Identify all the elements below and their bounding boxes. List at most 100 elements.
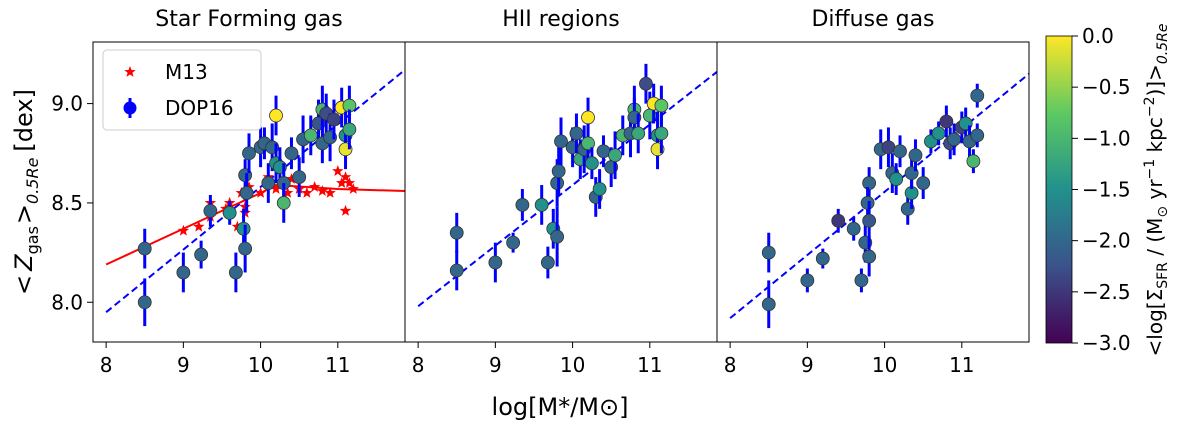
y-tick-label: 8.5	[51, 191, 83, 215]
data-point	[761, 297, 776, 312]
colorbar-label: <log[ΣSFR / (M⊙ yr−1 kpc−2)]>0.5Re	[1142, 24, 1171, 357]
data-point	[269, 108, 283, 123]
data-point	[908, 148, 923, 163]
x-tick-label: 11	[949, 353, 974, 377]
data-point	[631, 126, 646, 141]
data-point	[540, 255, 555, 270]
panel-title: Diffuse gas	[811, 7, 934, 32]
x-tick-label: 10	[248, 353, 273, 377]
y-label-part: <	[10, 275, 38, 295]
data-point	[596, 144, 611, 159]
x-tick-label: 11	[325, 353, 350, 377]
data-point	[893, 144, 907, 159]
x-tick-label: 8	[724, 353, 737, 377]
data-point	[881, 140, 896, 155]
data-point	[137, 295, 152, 310]
y-label-part: >	[10, 204, 38, 224]
data-point	[970, 88, 985, 103]
data-point	[284, 146, 299, 161]
star-point	[343, 177, 356, 188]
colorbar-tick-label: −0.5	[1082, 75, 1131, 99]
data-point	[238, 241, 253, 256]
data-point	[228, 265, 243, 280]
data-point	[236, 221, 251, 236]
y-label-part: [dex]	[10, 89, 38, 152]
star-point	[254, 187, 267, 198]
star-point	[239, 200, 251, 212]
star-point	[339, 204, 352, 216]
data-point	[581, 136, 595, 151]
star-point	[316, 185, 329, 196]
cbar-label-part: ⊙	[1155, 206, 1171, 218]
cbar-label-part: −1	[1142, 159, 1158, 180]
star-point	[324, 187, 336, 198]
cbar-label-part: <log[Σ	[1143, 289, 1167, 357]
star-point	[347, 183, 359, 194]
data-point	[488, 255, 503, 270]
data-point	[506, 235, 521, 250]
y-label-part: gas	[23, 226, 42, 254]
fit-line	[729, 73, 1030, 319]
panel-frame	[716, 41, 1030, 343]
data-point	[449, 263, 464, 278]
colorbar-tick-label: −1.0	[1082, 126, 1131, 150]
data-point	[276, 196, 291, 210]
y-label-part: Z	[10, 254, 38, 272]
y-label-part: 0.5Re	[23, 157, 42, 204]
data-point	[654, 98, 669, 113]
data-point	[889, 172, 904, 186]
panel-frame	[404, 41, 718, 343]
data-point	[292, 170, 307, 184]
data-point	[176, 265, 191, 280]
data-point	[584, 156, 599, 171]
cbar-label-part: SFR	[1155, 262, 1171, 289]
colorbar-tick-label: −3.0	[1082, 331, 1131, 355]
data-point	[862, 213, 877, 228]
fit-line	[417, 71, 718, 308]
y-tick-label: 9.0	[51, 92, 83, 116]
y-tick-label: 8.0	[51, 290, 83, 314]
legend-label: DOP16	[165, 96, 234, 120]
x-tick-label: 10	[872, 353, 897, 377]
data-point	[242, 146, 256, 161]
cbar-label-part: )]>	[1143, 64, 1167, 96]
star-point	[332, 165, 344, 176]
x-tick-label: 9	[801, 353, 814, 377]
data-point	[303, 128, 318, 143]
star-point	[270, 183, 282, 194]
star-point	[193, 220, 205, 232]
data-point	[916, 176, 931, 190]
x-tick-label: 10	[560, 353, 585, 377]
star-point	[301, 187, 313, 198]
data-point	[550, 176, 565, 190]
cbar-label-part: / (M	[1143, 218, 1167, 263]
colorbar-tick-label: 0.0	[1082, 24, 1114, 48]
colorbar-tick-label: −2.0	[1082, 229, 1131, 253]
data-point	[862, 176, 877, 190]
cbar-label-part: yr	[1143, 179, 1167, 206]
data-point	[800, 273, 815, 288]
data-point	[862, 249, 877, 264]
data-point	[551, 164, 566, 179]
data-point	[831, 213, 846, 228]
legend-marker	[123, 101, 137, 115]
colorbar-tick-label: −1.5	[1082, 178, 1131, 202]
colorbar-tick-label: −2.5	[1082, 280, 1131, 304]
data-point	[761, 245, 776, 260]
star-point	[243, 181, 255, 192]
legend-box	[102, 49, 262, 131]
data-point	[966, 154, 981, 169]
data-point	[550, 229, 565, 244]
data-point	[639, 76, 653, 91]
cbar-label-part: 0.5Re	[1155, 24, 1171, 65]
x-tick-label: 9	[489, 353, 502, 377]
colorbar	[1045, 35, 1073, 344]
data-point	[931, 126, 946, 141]
fit-line	[105, 69, 406, 313]
star-point	[336, 177, 348, 188]
x-tick-label: 8	[412, 353, 425, 377]
fit-line	[105, 184, 406, 266]
data-point	[327, 112, 341, 127]
data-point	[608, 148, 622, 163]
